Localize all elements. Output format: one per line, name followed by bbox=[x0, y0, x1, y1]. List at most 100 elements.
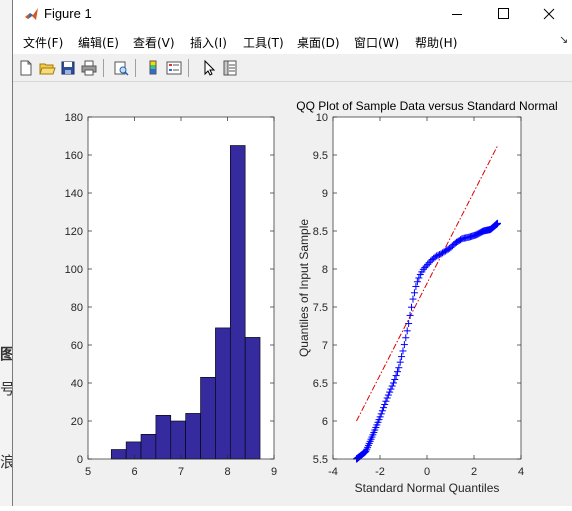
menu-bar: 文件(F) 编辑(E) 查看(V) 插入(I) 工具(T) 桌面(D) 窗口(W… bbox=[13, 29, 572, 54]
pointer-icon[interactable] bbox=[200, 59, 218, 77]
menu-overflow-icon[interactable]: ↘ bbox=[559, 34, 569, 46]
y-tick-label: 8 bbox=[322, 264, 328, 276]
qq-data-point bbox=[405, 320, 413, 328]
menu-edit[interactable]: 编辑(E) bbox=[78, 36, 119, 50]
qq-data-point bbox=[388, 382, 396, 390]
x-tick-label: 9 bbox=[271, 466, 277, 478]
background-window-strip: 图 号 浪 bbox=[0, 0, 16, 506]
qq-data-point bbox=[412, 282, 420, 290]
minimize-icon bbox=[452, 14, 462, 15]
qq-plot-background bbox=[333, 117, 521, 459]
qq-reference-line bbox=[356, 145, 498, 422]
qq-data-point bbox=[409, 295, 417, 303]
qq-data-point bbox=[396, 358, 404, 366]
y-tick-label: 0 bbox=[77, 454, 83, 466]
qq-data-point bbox=[410, 289, 418, 297]
x-tick-label: 7 bbox=[178, 466, 184, 478]
histogram-bar bbox=[110, 449, 127, 460]
histogram-bar bbox=[215, 327, 231, 460]
new-figure-icon[interactable] bbox=[17, 59, 35, 77]
y-tick-label: 5.5 bbox=[313, 454, 328, 466]
window-title: Figure 1 bbox=[44, 6, 92, 21]
minimize-button[interactable] bbox=[434, 0, 480, 29]
qq-data-point bbox=[376, 413, 384, 421]
title-bar: Figure 1 bbox=[13, 0, 572, 29]
menu-view[interactable]: 查看(V) bbox=[133, 36, 175, 50]
qq-data-point bbox=[395, 364, 403, 372]
y-tick-label: 9.5 bbox=[313, 150, 328, 162]
qq-data-point bbox=[419, 265, 427, 273]
histogram-bar bbox=[170, 420, 186, 460]
matlab-logo-icon bbox=[25, 8, 38, 20]
figure-plots: 5 6 7 8 9 0 20 40 60 80 100 120 140 160 180 -4 -2 0 2 4 5.5… bbox=[65, 99, 558, 495]
print-preview-icon[interactable] bbox=[112, 59, 130, 77]
figure-canvas: 5 6 7 8 9 0 20 40 60 80 100 120 140 160 180 -4 -2 0 2 4 5.5… bbox=[13, 82, 572, 506]
figure-window: Figure 1 文件(F) 编辑(E) 查看(V) 插入(I) 工具(T) 桌… bbox=[12, 0, 572, 506]
qq-data-point bbox=[425, 259, 433, 267]
y-tick-label: 40 bbox=[71, 378, 83, 390]
property-inspector-icon[interactable] bbox=[221, 59, 239, 77]
colorbar-icon[interactable] bbox=[144, 59, 162, 77]
qq-data-point bbox=[387, 385, 395, 393]
x-tick-label: 6 bbox=[131, 466, 137, 478]
qq-data-point bbox=[380, 404, 388, 412]
menu-insert[interactable]: 插入(I) bbox=[190, 36, 227, 50]
background-text-fragment: 号 bbox=[0, 380, 16, 398]
toolbar-separator bbox=[188, 59, 189, 77]
maximize-icon bbox=[498, 8, 509, 19]
qq-data-point bbox=[433, 252, 441, 260]
qq-plot-title: QQ Plot of Sample Data versus Standard N… bbox=[296, 99, 557, 113]
qq-data-point bbox=[378, 407, 386, 415]
background-text-fragment: 浪 bbox=[0, 453, 16, 471]
y-tick-label: 7.5 bbox=[313, 302, 328, 314]
qq-data-point bbox=[403, 327, 411, 335]
open-file-icon[interactable] bbox=[38, 59, 56, 77]
background-text-fragment: 图 bbox=[0, 345, 16, 363]
qq-data-point bbox=[381, 400, 389, 408]
y-tick-label: 9 bbox=[322, 188, 328, 200]
menu-tools[interactable]: 工具(T) bbox=[243, 36, 284, 50]
qq-data-point bbox=[436, 251, 444, 259]
histogram-bar bbox=[140, 433, 157, 460]
qq-data-point bbox=[408, 303, 416, 311]
y-tick-label: 180 bbox=[65, 112, 83, 124]
maximize-button[interactable] bbox=[480, 0, 526, 29]
menu-window[interactable]: 窗口(W) bbox=[354, 36, 400, 50]
qq-data-point bbox=[393, 368, 401, 376]
qq-data-point bbox=[384, 391, 392, 399]
y-tick-label: 100 bbox=[65, 264, 83, 276]
toolbar-separator bbox=[103, 59, 104, 77]
toolbar-separator bbox=[135, 59, 136, 77]
x-tick-label: 0 bbox=[424, 466, 430, 478]
legend-icon[interactable] bbox=[165, 59, 183, 77]
menu-file[interactable]: 文件(F) bbox=[23, 36, 64, 50]
menu-help[interactable]: 帮助(H) bbox=[415, 36, 458, 50]
save-icon[interactable] bbox=[59, 59, 77, 77]
histogram-bar bbox=[200, 376, 216, 460]
y-tick-label: 6.5 bbox=[313, 378, 328, 390]
histogram-axes[interactable]: 5 6 7 8 9 0 20 40 60 80 100 120 140 160 180 bbox=[65, 112, 277, 478]
x-tick-label: 5 bbox=[85, 466, 91, 478]
qq-data-point bbox=[382, 397, 390, 405]
y-tick-label: 60 bbox=[71, 340, 83, 352]
qq-data-point bbox=[431, 253, 439, 261]
qq-data-point bbox=[391, 375, 399, 383]
qq-data-point bbox=[494, 219, 501, 227]
toolbar bbox=[13, 56, 572, 82]
qq-data-point bbox=[362, 447, 370, 455]
qq-data-point bbox=[415, 274, 423, 282]
qq-data-point bbox=[413, 278, 421, 286]
y-tick-label: 140 bbox=[65, 188, 83, 200]
qq-data-point bbox=[377, 410, 385, 418]
x-tick-label: 4 bbox=[518, 466, 524, 478]
y-tick-label: 80 bbox=[71, 302, 83, 314]
qq-data-point bbox=[392, 372, 400, 380]
print-icon[interactable] bbox=[80, 59, 98, 77]
qq-data-point bbox=[389, 379, 397, 387]
x-tick-label: 8 bbox=[224, 466, 230, 478]
close-button[interactable] bbox=[526, 0, 572, 29]
histogram-bar bbox=[229, 145, 246, 460]
y-tick-label: 120 bbox=[65, 226, 83, 238]
menu-desktop[interactable]: 桌面(D) bbox=[297, 36, 340, 50]
